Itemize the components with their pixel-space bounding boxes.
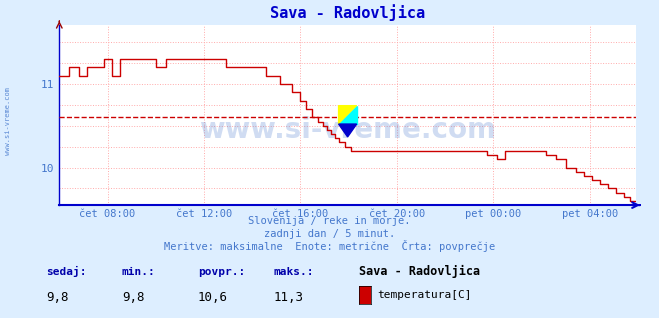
- Title: Sava - Radovljica: Sava - Radovljica: [270, 5, 425, 22]
- Text: sedaj:: sedaj:: [46, 266, 86, 277]
- Polygon shape: [339, 106, 357, 124]
- Text: temperatura[C]: temperatura[C]: [377, 290, 471, 300]
- Text: Slovenija / reke in morje.: Slovenija / reke in morje.: [248, 216, 411, 226]
- Polygon shape: [339, 124, 357, 137]
- Text: min.:: min.:: [122, 267, 156, 277]
- Text: www.si-vreme.com: www.si-vreme.com: [5, 87, 11, 155]
- Text: 10,6: 10,6: [198, 291, 228, 303]
- Text: www.si-vreme.com: www.si-vreme.com: [199, 116, 496, 144]
- Text: 11,3: 11,3: [273, 291, 304, 303]
- Text: 9,8: 9,8: [46, 291, 69, 303]
- Text: Meritve: maksimalne  Enote: metrične  Črta: povprečje: Meritve: maksimalne Enote: metrične Črta…: [164, 240, 495, 252]
- Polygon shape: [339, 106, 357, 124]
- Text: Sava - Radovljica: Sava - Radovljica: [359, 265, 480, 278]
- Text: zadnji dan / 5 minut.: zadnji dan / 5 minut.: [264, 229, 395, 239]
- Text: 9,8: 9,8: [122, 291, 144, 303]
- Text: povpr.:: povpr.:: [198, 267, 245, 277]
- Text: maks.:: maks.:: [273, 267, 314, 277]
